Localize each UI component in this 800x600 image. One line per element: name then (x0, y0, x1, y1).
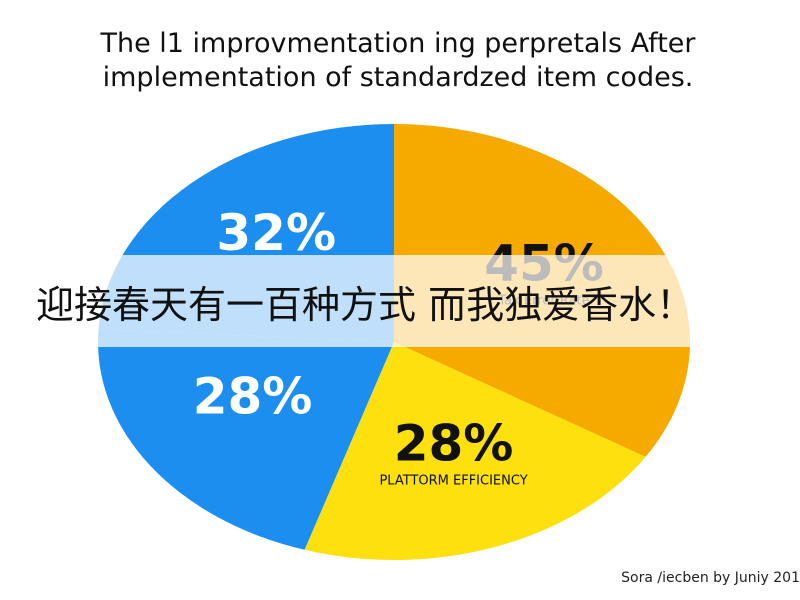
value-label: 28% (193, 368, 313, 426)
pie-slice (304, 342, 646, 560)
category-label: PLATTORM EFFICIENCY (379, 474, 527, 489)
pie-slice (98, 329, 394, 550)
source-note: Sora /iecben by Juniy 201 (621, 570, 800, 586)
value-label: 32% (216, 204, 336, 262)
banner: 迎接春天有一百种方式 而我独爱香水！ (0, 255, 800, 347)
chart-title: The l1 improvmentation ing perpretals Af… (99, 28, 696, 59)
value-label: 28% (394, 415, 514, 473)
chart-title: implementation of standardzed item codes… (103, 62, 694, 93)
